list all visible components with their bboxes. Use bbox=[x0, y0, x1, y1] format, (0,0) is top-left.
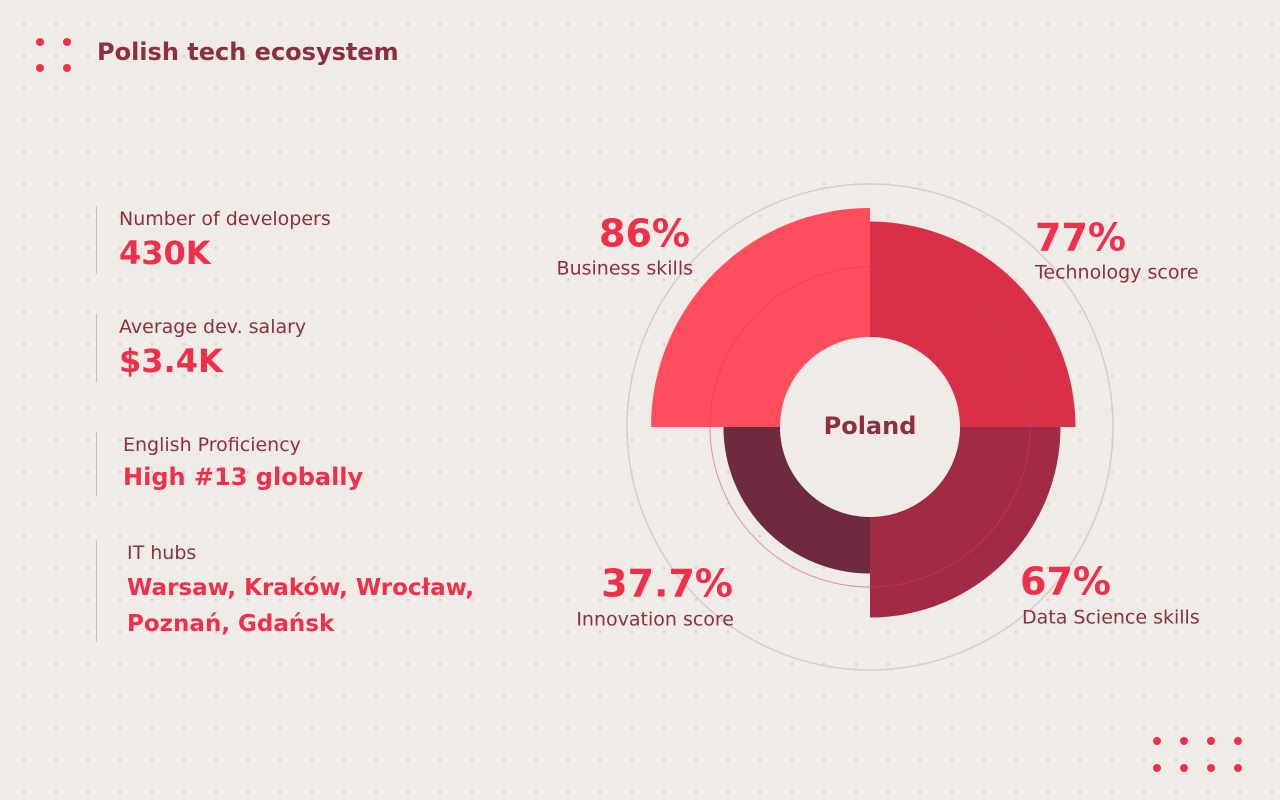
category-label: Data Science skills bbox=[1022, 607, 1200, 629]
decor bbox=[1153, 737, 1242, 772]
stat: Number of developers 430K bbox=[96, 206, 331, 274]
value-label: 67% bbox=[1020, 560, 1111, 604]
polar-sector bbox=[651, 208, 870, 427]
center-label: Poland bbox=[824, 412, 917, 440]
polar-sector bbox=[723, 427, 870, 574]
stat-value: Warsaw, Kraków, Wrocław, bbox=[127, 575, 475, 601]
stat-value: $3.4K bbox=[119, 342, 223, 380]
decor-dot bbox=[36, 38, 44, 46]
category-label: Business skills bbox=[557, 258, 693, 280]
decor-dot bbox=[63, 64, 71, 72]
stat: IT hubs Warsaw, Kraków, Wrocław, Poznań,… bbox=[96, 540, 474, 642]
decor-dot bbox=[36, 64, 44, 72]
ring bbox=[626, 183, 1114, 671]
category-label: Technology score bbox=[1034, 262, 1199, 284]
category-label: Innovation score bbox=[576, 609, 734, 631]
decor-dot bbox=[63, 38, 71, 46]
polar-sector bbox=[870, 221, 1076, 427]
page-title: Polish tech ecosystem bbox=[97, 38, 399, 66]
polar-sector bbox=[870, 427, 1061, 618]
stat-value: 430K bbox=[119, 234, 211, 272]
stat-value: High #13 globally bbox=[123, 463, 364, 491]
stat-label: English Proficiency bbox=[123, 434, 301, 456]
ring bbox=[709, 266, 1031, 588]
stat-value: Poznań, Gdańsk bbox=[127, 611, 335, 637]
stat-label: Average dev. salary bbox=[119, 316, 307, 338]
center-hole bbox=[780, 337, 960, 517]
stat: English Proficiency High #13 globally bbox=[96, 432, 363, 496]
stat-label: IT hubs bbox=[127, 542, 197, 564]
stat-label: Number of developers bbox=[119, 208, 331, 230]
stat: Average dev. salary $3.4K bbox=[96, 314, 306, 382]
value-label: 77% bbox=[1035, 216, 1126, 260]
value-label: 37.7% bbox=[601, 562, 733, 606]
value-label: 86% bbox=[599, 212, 690, 256]
